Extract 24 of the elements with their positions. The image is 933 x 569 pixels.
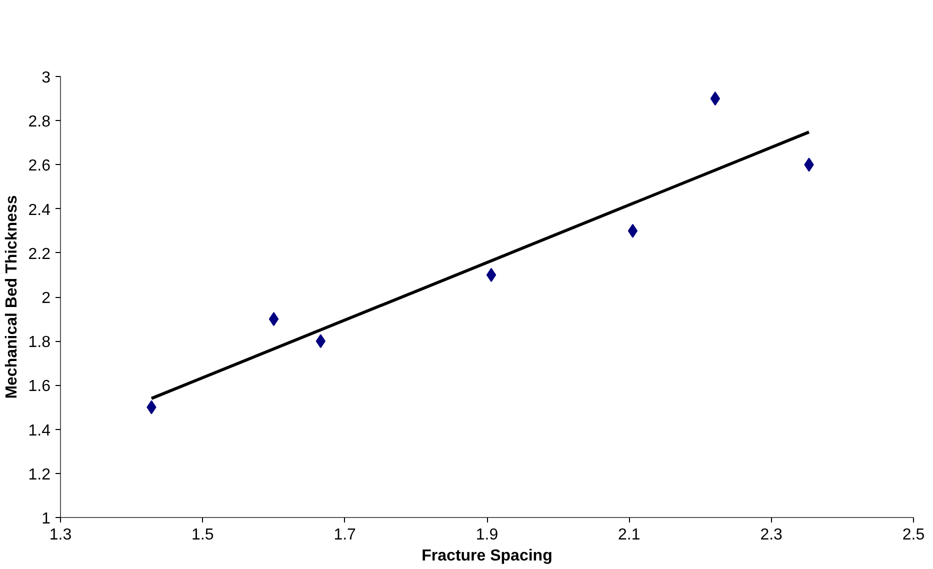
- point: [486, 268, 496, 282]
- y-tick-label: 2.6: [28, 158, 51, 175]
- y-tick-label: 1.4: [28, 422, 51, 440]
- x-tick-label: 1.5: [192, 526, 214, 544]
- x-tick-label: 1.7: [334, 526, 356, 544]
- x-tick-label: 1.9: [476, 526, 498, 544]
- y-tick-label: 1.8: [28, 334, 51, 352]
- y-tick-label: 2.2: [28, 246, 51, 263]
- y-tick-label: 2: [42, 290, 51, 307]
- y-tick-label: 1.2: [28, 466, 51, 484]
- x-tick-label: 2.5: [902, 526, 925, 544]
- y-tick-label: 2.8: [28, 114, 51, 131]
- x-tick-label: 2.1: [618, 526, 640, 544]
- x-axis-title: Fracture Spacing: [422, 548, 552, 564]
- point: [628, 224, 638, 238]
- x-tick-label: 2.3: [760, 526, 783, 544]
- point: [710, 92, 720, 106]
- y-tick-label: 2.4: [28, 202, 51, 219]
- y-tick-label: 3: [42, 70, 51, 86]
- point: [268, 312, 279, 326]
- y-tick-label: 1.6: [28, 378, 51, 396]
- y-tick-label: 1: [42, 510, 51, 528]
- x-tick-label: 1.3: [49, 526, 72, 544]
- y-axis-title: Mechanical Bed Thickness: [3, 195, 20, 399]
